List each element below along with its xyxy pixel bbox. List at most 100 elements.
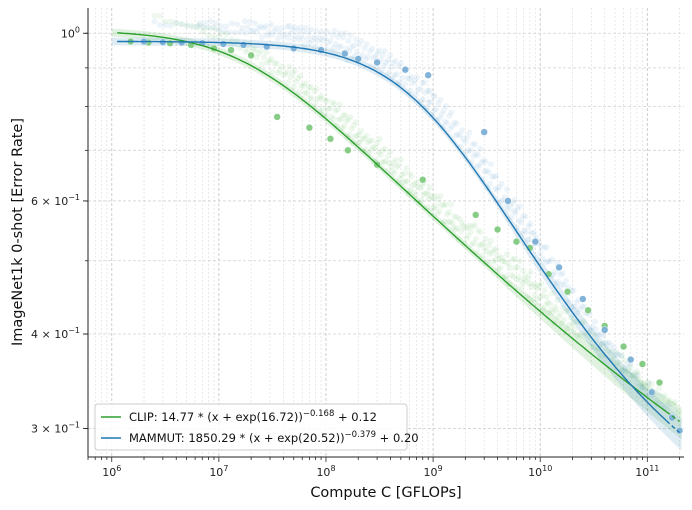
- mammut-cloud-point: [524, 236, 531, 243]
- clip-cloud-point: [332, 107, 339, 114]
- mammut-cloud-point: [421, 79, 428, 86]
- clip-point: [273, 113, 281, 121]
- mammut-cloud-point: [460, 135, 467, 142]
- mammut-cloud-point: [558, 281, 565, 288]
- x-tick-label: 1010: [528, 464, 552, 479]
- clip-cloud-point: [218, 30, 225, 37]
- clip-cloud-point: [568, 314, 575, 321]
- clip-cloud-point: [199, 28, 206, 35]
- clip-cloud-point: [603, 351, 610, 358]
- clip-cloud-point: [466, 222, 473, 229]
- mammut-cloud-point: [602, 339, 609, 346]
- clip-cloud-point: [212, 26, 219, 33]
- clip-cloud-point: [464, 224, 471, 231]
- clip-cloud-point: [381, 145, 388, 152]
- mammut-cloud-point: [656, 392, 663, 399]
- mammut-cloud-point: [619, 367, 626, 374]
- clip-cloud-point: [342, 112, 349, 119]
- mammut-cloud-point: [548, 256, 555, 263]
- mammut-cloud-point: [493, 173, 500, 180]
- mammut-point: [401, 66, 409, 74]
- mammut-cloud-point: [390, 59, 397, 66]
- clip-cloud-point: [580, 332, 587, 339]
- clip-cloud-point: [529, 296, 536, 303]
- mammut-cloud-point: [196, 20, 203, 27]
- clip-cloud-point: [339, 125, 346, 132]
- mammut-cloud-point: [258, 34, 265, 41]
- mammut-cloud-point: [380, 62, 387, 69]
- mammut-point: [424, 71, 432, 79]
- mammut-cloud-point: [307, 26, 314, 33]
- clip-cloud-point: [526, 281, 533, 288]
- clip-cloud-point: [456, 216, 463, 223]
- clip-cloud-point: [555, 313, 562, 320]
- mammut-cloud-point: [303, 36, 310, 43]
- mammut-cloud-point: [459, 127, 466, 134]
- mammut-cloud-point: [372, 53, 379, 60]
- mammut-fit-extrapolation: [666, 420, 680, 434]
- mammut-cloud-point: [432, 93, 439, 100]
- mammut-cloud-point: [515, 217, 522, 224]
- clip-cloud-point: [489, 249, 496, 256]
- clip-cloud-point: [613, 349, 620, 356]
- clip-point: [419, 176, 427, 184]
- mammut-cloud-point: [483, 167, 490, 174]
- mammut-cloud-point: [334, 33, 341, 40]
- mammut-cloud-point: [311, 34, 318, 41]
- clip-cloud-point: [525, 274, 532, 281]
- clip-cloud-point: [404, 177, 411, 184]
- clip-cloud-point: [517, 277, 524, 284]
- mammut-cloud-point: [491, 173, 498, 180]
- clip-cloud-point: [156, 13, 163, 20]
- mammut-cloud-point: [469, 141, 476, 148]
- clip-cloud-point: [207, 25, 214, 32]
- clip-cloud-point: [242, 48, 249, 55]
- mammut-cloud-point: [574, 309, 581, 316]
- mammut-cloud-point: [253, 29, 260, 36]
- clip-cloud-point: [497, 264, 504, 271]
- x-tick-label: 1011: [635, 464, 659, 479]
- mammut-cloud-point: [435, 100, 442, 107]
- clip-cloud-point: [347, 113, 354, 120]
- mammut-point: [373, 58, 381, 67]
- mammut-cloud-point: [218, 23, 225, 30]
- mammut-cloud-point: [395, 62, 402, 69]
- mammut-cloud-point: [538, 243, 545, 250]
- mammut-cloud-point: [412, 90, 419, 97]
- clip-cloud-point: [298, 82, 305, 89]
- mammut-cloud-point: [555, 278, 562, 285]
- x-tick-base: 10: [102, 466, 116, 479]
- mammut-cloud-point: [439, 124, 446, 131]
- clip-cloud-point: [351, 133, 358, 140]
- mammut-cloud-point: [244, 24, 251, 31]
- mammut-cloud-point: [291, 24, 298, 31]
- clip-cloud-point: [301, 89, 308, 96]
- clip-cloud-point: [522, 272, 529, 279]
- clip-cloud-point: [399, 172, 406, 179]
- y-tick-base: 3 × 10: [31, 422, 68, 435]
- mammut-cloud-point: [292, 33, 299, 40]
- clip-cloud-point: [600, 340, 607, 347]
- clip-cloud-point: [417, 185, 424, 192]
- clip-cloud-point: [427, 193, 434, 200]
- mammut-cloud-point: [404, 75, 411, 82]
- clip-cloud-point: [345, 116, 352, 123]
- clip-cloud-point: [366, 138, 373, 145]
- mammut-cloud-point: [553, 280, 560, 287]
- clip-cloud-point: [619, 366, 626, 373]
- mammut-cloud-point: [516, 203, 523, 210]
- clip-cloud-point: [430, 194, 437, 201]
- clip-cloud-point: [234, 37, 241, 44]
- mammut-cloud-point: [595, 331, 602, 338]
- legend-box: [94, 403, 408, 451]
- clip-cloud-point: [307, 83, 314, 90]
- clip-cloud-point: [407, 186, 414, 193]
- clip-cloud-point: [374, 139, 381, 146]
- mammut-cloud-point: [348, 44, 355, 51]
- mammut-cloud-point: [504, 186, 511, 193]
- clip-cloud-point: [621, 357, 628, 364]
- clip-cloud-point: [327, 105, 334, 112]
- clip-cloud-point: [661, 392, 668, 399]
- mammut-cloud-point: [541, 244, 548, 251]
- clip-cloud-point: [635, 375, 642, 382]
